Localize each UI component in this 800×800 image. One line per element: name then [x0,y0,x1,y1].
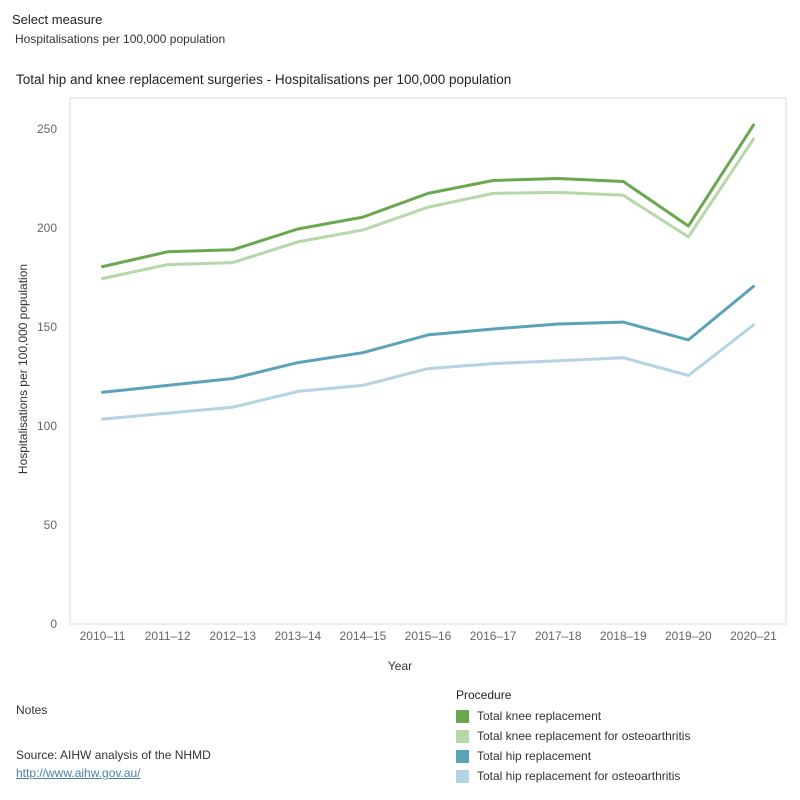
legend-item-hip[interactable]: Total hip replacement [456,746,690,766]
y-tick-label: 0 [50,617,57,631]
line-chart: 0 50 100 150 200 250 2010–11 2011–12 2012–13 2013… [16,97,787,673]
x-tick-label: 2018–19 [600,629,647,643]
y-tick-label: 150 [37,320,57,334]
chart-title: Total hip and knee replacement surgeries… [16,72,512,87]
legend: Procedure Total knee replacement Total k… [456,688,690,786]
x-tick-label: 2016–17 [470,629,517,643]
x-tick-label: 2019–20 [665,629,712,643]
legend-label-knee: Total knee replacement [477,709,602,723]
legend-swatch-hip [456,749,469,763]
legend-item-knee[interactable]: Total knee replacement [456,706,690,726]
series-line-knee [101,123,755,269]
series-line-hip-oa [101,323,755,421]
y-tick-label: 250 [37,122,57,136]
x-tick-label: 2010–11 [80,629,126,643]
y-tick-label: 100 [37,419,57,433]
x-tick-label: 2014–15 [340,629,387,643]
x-tick-label: 2012–13 [209,629,256,643]
legend-item-knee-oa[interactable]: Total knee replacement for osteoarthriti… [456,726,690,746]
legend-label-hip: Total hip replacement [477,749,592,763]
x-tick-label: 2013–14 [274,629,321,643]
series-line-knee-oa [101,137,755,280]
legend-label-hip-oa: Total hip replacement for osteoarthritis [477,769,681,783]
legend-label-knee-oa: Total knee replacement for osteoarthriti… [477,729,691,743]
legend-item-hip-oa[interactable]: Total hip replacement for osteoarthritis [456,766,690,786]
plot-frame [69,97,787,625]
legend-swatch-knee-oa [456,729,469,743]
measure-dropdown[interactable]: Hospitalisations per 100,000 population [15,32,226,46]
x-tick-label: 2020–21 [730,629,777,643]
x-tick-label: 2015–16 [405,629,452,643]
y-axis-title: Hospitalisations per 100,000 population [16,264,30,474]
series-line-hip [101,284,755,394]
legend-swatch-hip-oa [456,769,469,783]
x-tick-label: 2017–18 [535,629,582,643]
source-link[interactable]: http://www.aihw.gov.au/ [16,766,141,780]
x-tick-label: 2011–12 [145,629,191,643]
legend-title: Procedure [456,688,512,702]
notes-button[interactable]: Notes [16,703,48,717]
select-measure-label: Select measure [12,12,103,27]
x-axis-title: Year [388,659,412,673]
legend-swatch-knee [456,709,469,723]
y-tick-label: 50 [44,518,58,532]
y-tick-label: 200 [37,221,57,235]
source-text: Source: AIHW analysis of the NHMD [16,748,211,762]
